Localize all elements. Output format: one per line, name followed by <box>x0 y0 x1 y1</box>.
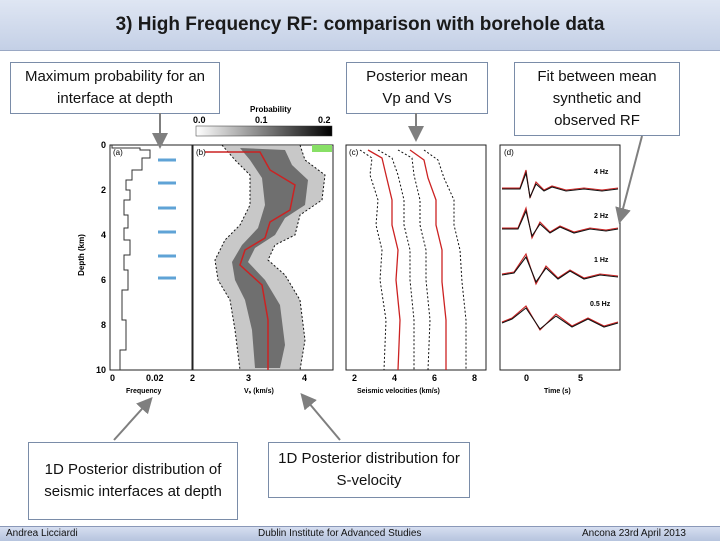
callout-fit-rf: Fit between mean synthetic and observed … <box>514 62 680 136</box>
rf-label-2hz: 2 Hz <box>594 213 609 220</box>
panel-c-frame <box>345 144 487 371</box>
depth-tick-4: 4 <box>101 230 106 240</box>
colorbar-ticks: 0.0 0.1 0.2 <box>193 115 331 125</box>
panel-d-label: (d) <box>504 148 514 157</box>
vs-mean-profile <box>205 151 296 370</box>
callout-svelocity-distribution-text: 1D Posterior distribution for S-velocity <box>278 450 460 489</box>
rf-synthetic-4hz <box>502 169 619 199</box>
vs-tick-2: 2 <box>190 373 195 383</box>
footer-author: Andrea Licciardi <box>6 528 78 539</box>
seismic-velocity-tick-6: 6 <box>432 373 437 383</box>
vs-density-core <box>232 148 308 368</box>
vs-credible-bound-right <box>267 144 326 371</box>
vs-credible-bound-left <box>214 144 251 371</box>
time-axis: 0 5 Time (s) <box>524 373 583 395</box>
colorbar-label: Probability <box>250 105 292 114</box>
rf-traces <box>501 169 619 331</box>
rf-observed-05hz <box>501 307 619 330</box>
vs-tick-3: 3 <box>246 373 251 383</box>
depth-tick-10: 10 <box>96 365 106 375</box>
callout-interface-distribution-text: 1D Posterior distribution of seismic int… <box>44 461 222 500</box>
panel-b-label: (b) <box>196 148 206 157</box>
panel-d-frame <box>499 144 621 371</box>
rf-trace-labels: 4 Hz 2 Hz 1 Hz 0.5 Hz <box>590 169 611 308</box>
vp-mean-line <box>409 149 447 370</box>
rf-observed-2hz <box>502 209 619 238</box>
seismic-velocity-tick-8: 8 <box>472 373 477 383</box>
footer-institution: Dublin Institute for Advanced Studies <box>258 528 422 539</box>
callout-interface-probability: Maximum probability for an interface at … <box>10 62 220 114</box>
vs-mean-line <box>367 149 401 371</box>
frequency-tick-0: 0 <box>110 373 115 383</box>
callout-posterior-mean: Posterior mean Vp and Vs <box>346 62 488 114</box>
depth-tick-0: 0 <box>101 140 106 150</box>
frequency-tick-1: 0.02 <box>146 373 164 383</box>
title-bar <box>0 0 720 51</box>
interface-arrows <box>158 158 176 280</box>
seismic-velocity-axis: 2 4 6 8 Seismic velocities (km/s) <box>352 373 477 395</box>
slide-title: 3) High Frequency RF: comparison with bo… <box>115 14 605 35</box>
colorbar-tick-1: 0.1 <box>255 115 268 125</box>
frequency-axis-label: Frequency <box>126 388 162 395</box>
vs-bound-right <box>377 149 415 370</box>
vs-tick-4: 4 <box>302 373 307 383</box>
vs-axis: 2 3 4 Vₛ (km/s) <box>190 373 307 395</box>
footer-bar <box>0 526 720 541</box>
depth-axis-label: Depth (km) <box>77 234 86 276</box>
colorbar <box>195 125 333 137</box>
seismic-velocity-tick-4: 4 <box>392 373 397 383</box>
time-axis-label: Time (s) <box>544 388 571 395</box>
vs-axis-label: Vₛ (km/s) <box>244 388 274 395</box>
callout-arrows <box>113 113 643 441</box>
rf-observed-1hz <box>501 255 619 284</box>
panel-a-frame <box>109 144 193 371</box>
seismic-velocity-tick-2: 2 <box>352 373 357 383</box>
rf-synthetic-1hz <box>501 252 619 286</box>
seismic-velocity-axis-label: Seismic velocities (km/s) <box>357 388 440 395</box>
vs-surface-marker <box>312 145 332 152</box>
depth-tick-8: 8 <box>101 320 106 330</box>
colorbar-tick-0: 0.0 <box>193 115 206 125</box>
depth-axis: 0 2 4 6 8 10 <box>96 140 106 375</box>
callout-svelocity-distribution: 1D Posterior distribution for S-velocity <box>268 442 470 498</box>
panel-c-label: (c) <box>349 148 359 157</box>
depth-tick-6: 6 <box>101 275 106 285</box>
time-tick-5: 5 <box>578 373 583 383</box>
interface-frequency-curve <box>111 145 151 370</box>
arrow-svelocity-distribution <box>300 392 341 441</box>
vp-bound-left <box>397 149 431 371</box>
vs-bound-left <box>359 149 387 371</box>
footer-venue-date: Ancona 23rd April 2013 <box>582 528 686 539</box>
callout-interface-distribution: 1D Posterior distribution of seismic int… <box>28 442 238 520</box>
rf-observed-4hz <box>502 170 619 199</box>
callout-fit-rf-text: Fit between mean synthetic and observed … <box>537 68 657 129</box>
rf-label-05hz: 0.5 Hz <box>590 301 611 308</box>
time-tick-0: 0 <box>524 373 529 383</box>
depth-tick-2: 2 <box>101 185 106 195</box>
panel-a-label: (a) <box>113 148 123 157</box>
rf-label-4hz: 4 Hz <box>594 169 609 176</box>
arrow-interface-distribution <box>113 397 153 441</box>
rf-label-1hz: 1 Hz <box>594 257 609 264</box>
callout-posterior-mean-text: Posterior mean Vp and Vs <box>366 68 468 107</box>
callout-interface-probability-text: Maximum probability for an interface at … <box>24 68 206 107</box>
rf-synthetic-2hz <box>502 206 619 240</box>
frequency-axis: 0 0.02 Frequency <box>110 373 164 395</box>
vp-bound-right <box>423 149 467 370</box>
colorbar-tick-2: 0.2 <box>318 115 331 125</box>
rf-synthetic-05hz <box>501 305 619 331</box>
arrow-fit-rf <box>615 135 643 224</box>
